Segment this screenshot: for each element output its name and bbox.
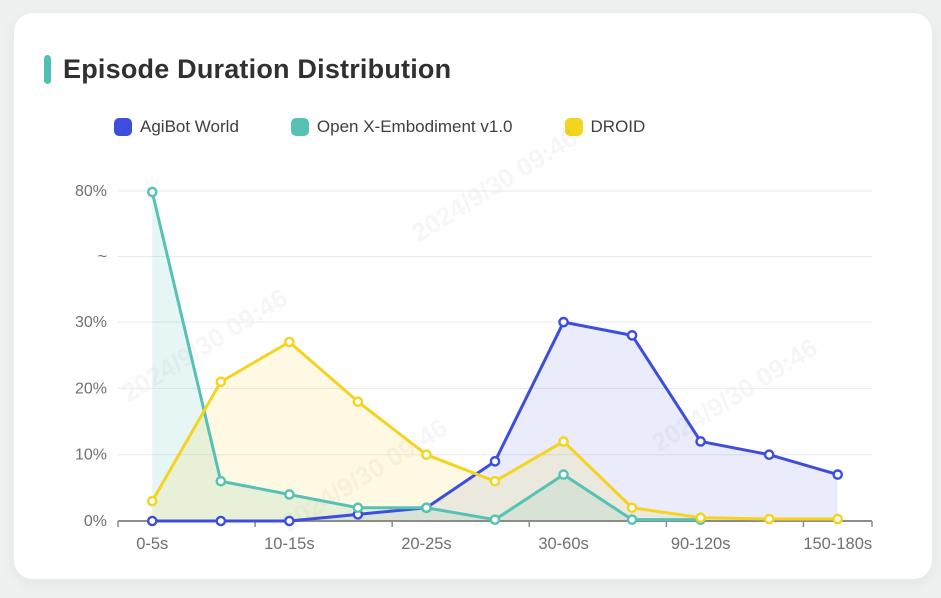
legend-item-agibot-world[interactable]: AgiBot World [114, 117, 239, 137]
data-point-open-x-embodiment-v1-0-10-15s[interactable] [284, 489, 295, 500]
data-point-droid-30-60s[interactable] [558, 436, 569, 447]
chart-legend: AgiBot World Open X-Embodiment v1.0 DROID [114, 116, 645, 138]
data-point-agibot-world-0-5s[interactable] [146, 515, 158, 527]
data-point-droid-60-90s[interactable] [626, 502, 638, 514]
chart-title: Episode Duration Distribution [63, 54, 452, 84]
data-point-droid-90-120s[interactable] [695, 512, 706, 523]
data-point-agibot-world-5-10s[interactable] [215, 515, 227, 527]
data-point-agibot-world-10-15s[interactable] [284, 515, 295, 527]
data-point-agibot-world-150-180s[interactable] [832, 469, 844, 480]
data-point-droid-0-5s[interactable] [146, 495, 158, 507]
data-point-open-x-embodiment-v1-0-5-10s[interactable] [215, 475, 227, 487]
data-point-agibot-world-30-60s[interactable] [558, 316, 569, 328]
data-point-agibot-world-25-30s[interactable] [489, 456, 501, 467]
data-point-droid-120-150s[interactable] [763, 513, 775, 525]
data-point-open-x-embodiment-v1-0-30-60s[interactable] [558, 469, 569, 480]
data-point-droid-150-180s[interactable] [832, 513, 844, 525]
data-point-open-x-embodiment-v1-0-15-20s[interactable] [352, 502, 364, 514]
legend-label: DROID [590, 117, 646, 136]
data-point-droid-20-25s[interactable] [421, 449, 432, 461]
data-point-open-x-embodiment-v1-0-25-30s[interactable] [489, 514, 501, 525]
title-accent-bar [44, 54, 51, 84]
legend-label: AgiBot World [140, 117, 239, 136]
data-point-droid-5-10s[interactable] [215, 376, 227, 388]
legend-item-droid[interactable]: DROID [564, 117, 646, 137]
chart-card: Episode Duration Distribution AgiBot Wor… [13, 12, 933, 580]
data-point-open-x-embodiment-v1-0-20-25s[interactable] [421, 502, 432, 514]
data-point-agibot-world-90-120s[interactable] [695, 436, 706, 447]
data-point-droid-10-15s[interactable] [284, 336, 295, 348]
data-point-agibot-world-60-90s[interactable] [626, 330, 638, 341]
data-point-open-x-embodiment-v1-0-0-5s[interactable] [146, 186, 158, 198]
title-row: Episode Duration Distribution [44, 53, 451, 85]
legend-swatch-icon [290, 118, 309, 136]
data-point-agibot-world-120-150s[interactable] [763, 449, 775, 461]
legend-swatch-icon [114, 118, 132, 136]
legend-swatch-icon [564, 118, 583, 136]
data-point-open-x-embodiment-v1-0-60-90s[interactable] [626, 514, 638, 525]
legend-item-open-x-embodiment-v1-0[interactable]: Open X-Embodiment v1.0 [290, 117, 513, 137]
legend-label: Open X-Embodiment v1.0 [316, 117, 513, 136]
data-point-droid-15-20s[interactable] [352, 396, 364, 407]
data-point-droid-25-30s[interactable] [489, 475, 501, 487]
